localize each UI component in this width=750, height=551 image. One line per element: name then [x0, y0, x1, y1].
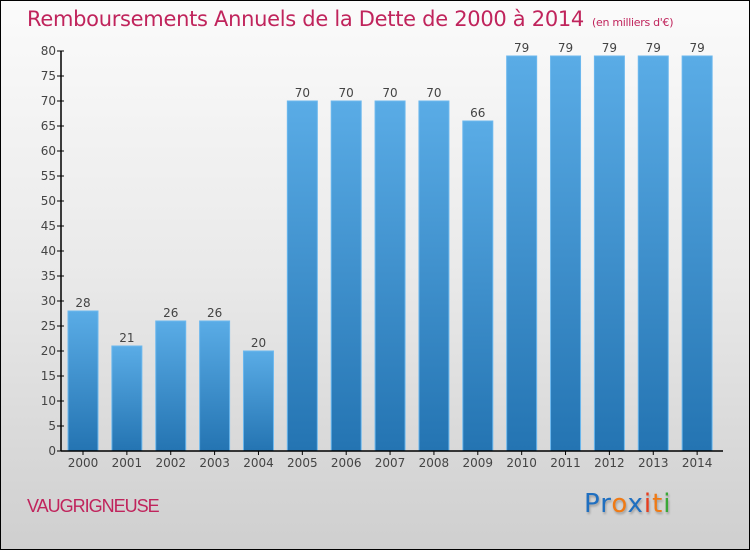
bar-2005 [286, 100, 318, 452]
y-tick-label-30: 30 [41, 294, 56, 308]
x-tick-label-2011: 2011 [550, 456, 581, 470]
bar-2009 [462, 120, 494, 452]
bar-2003 [199, 320, 231, 452]
value-label-2002: 26 [163, 306, 178, 320]
x-tick-label-2006: 2006 [331, 456, 362, 470]
value-label-2003: 26 [207, 306, 222, 320]
x-tick-label-2012: 2012 [594, 456, 625, 470]
value-label-2014: 79 [689, 41, 704, 55]
value-label-2008: 70 [426, 86, 441, 100]
unit-note: (en milliers d'€) [592, 16, 674, 29]
value-label-2000: 28 [75, 296, 90, 310]
x-tick-label-2000: 2000 [68, 456, 99, 470]
value-label-2007: 70 [382, 86, 397, 100]
town-name: VAUGRIGNEUSE [27, 496, 160, 516]
chart-title: Remboursements Annuels de la Dette de 20… [27, 7, 673, 31]
bar-2007 [374, 100, 406, 452]
bar-2000 [67, 310, 99, 452]
y-tick-label-35: 35 [41, 269, 56, 283]
value-label-2004: 20 [251, 336, 266, 350]
y-tick-label-60: 60 [41, 144, 56, 158]
logo-letter: i [643, 489, 653, 519]
y-tick-label-25: 25 [41, 319, 56, 333]
logo-letter: r [600, 489, 612, 519]
y-tick-label-50: 50 [41, 194, 56, 208]
y-tick-label-15: 15 [41, 369, 56, 383]
logo-letter: t [652, 489, 664, 519]
x-tick-label-2001: 2001 [112, 456, 143, 470]
x-tick-label-2004: 2004 [243, 456, 274, 470]
y-tick-label-20: 20 [41, 344, 56, 358]
x-tick-label-2002: 2002 [155, 456, 186, 470]
y-tick-label-75: 75 [41, 69, 56, 83]
value-label-2001: 21 [119, 331, 134, 345]
bar-2002 [155, 320, 187, 452]
proxiti-logo[interactable]: Proxiti [584, 489, 672, 519]
value-label-2006: 70 [339, 86, 354, 100]
bar-2013 [637, 55, 669, 452]
y-tick-label-65: 65 [41, 119, 56, 133]
logo-letter: i [663, 489, 672, 519]
bar-2004 [242, 350, 274, 452]
value-label-2009: 66 [470, 106, 485, 120]
bar-2010 [506, 55, 538, 452]
value-label-2012: 79 [602, 41, 617, 55]
bar-2008 [418, 100, 450, 452]
bar-2014 [681, 55, 713, 452]
logo-letter: o [611, 489, 628, 519]
x-tick-label-2010: 2010 [506, 456, 537, 470]
x-tick-label-2009: 2009 [463, 456, 494, 470]
bar-2012 [593, 55, 625, 452]
bar-2001 [111, 345, 143, 452]
x-tick-label-2008: 2008 [419, 456, 450, 470]
x-tick-label-2003: 2003 [199, 456, 230, 470]
value-label-2011: 79 [558, 41, 573, 55]
y-tick-label-5: 5 [48, 419, 56, 433]
value-label-2010: 79 [514, 41, 529, 55]
y-tick-label-0: 0 [48, 444, 56, 458]
y-tick-label-40: 40 [41, 244, 56, 258]
y-tick-label-55: 55 [41, 169, 56, 183]
chart-title-text: Remboursements Annuels de la Dette de 20… [27, 7, 584, 31]
y-tick-label-45: 45 [41, 219, 56, 233]
value-label-2005: 70 [295, 86, 310, 100]
logo-letter: x [627, 489, 644, 519]
value-label-2013: 79 [646, 41, 661, 55]
y-tick-label-80: 80 [41, 44, 56, 58]
x-tick-label-2013: 2013 [638, 456, 669, 470]
x-tick-label-2007: 2007 [375, 456, 406, 470]
bar-2006 [330, 100, 362, 452]
y-tick-label-70: 70 [41, 94, 56, 108]
logo-letter: P [584, 489, 601, 519]
bar-2011 [550, 55, 582, 452]
x-tick-label-2005: 2005 [287, 456, 318, 470]
x-tick-label-2014: 2014 [682, 456, 713, 470]
y-tick-label-10: 10 [41, 394, 56, 408]
